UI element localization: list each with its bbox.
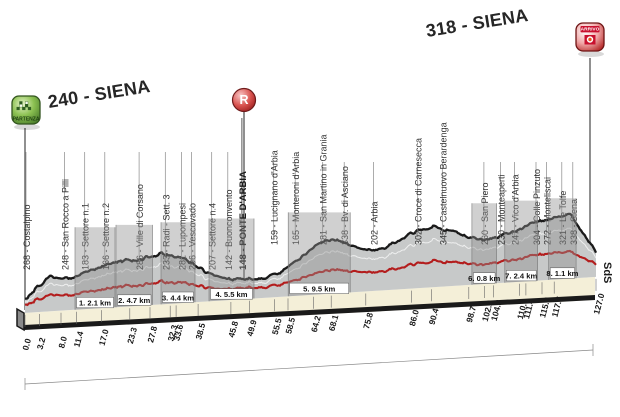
svg-text:159 - Lucignano d'Arbia: 159 - Lucignano d'Arbia [270,150,280,245]
svg-text:5. 9.5 km: 5. 9.5 km [303,284,335,293]
svg-text:202 - Arbia: 202 - Arbia [370,201,380,245]
svg-text:302 - Croce di Carnesecca: 302 - Croce di Carnesecca [414,138,424,245]
svg-text:345 - Castelnuovo Berardenga: 345 - Castelnuovo Berardenga [438,122,448,245]
svg-text:8. 1.1 km: 8. 1.1 km [546,269,578,278]
svg-text:7. 2.4 km: 7. 2.4 km [505,272,537,281]
svg-text:SdS: SdS [601,262,613,283]
svg-text:1. 2.1 km: 1. 2.1 km [79,299,111,308]
svg-text:6. 0.8 km: 6. 0.8 km [468,274,500,283]
svg-text:PARTENZA: PARTENZA [13,117,40,123]
svg-text:R: R [239,93,248,107]
svg-text:4. 5.5 km: 4. 5.5 km [215,290,247,299]
svg-text:ARRIVO: ARRIVO [581,27,600,33]
svg-text:3. 4.4 km: 3. 4.4 km [162,293,194,302]
svg-text:268 - Costalpino: 268 - Costalpino [22,204,32,270]
svg-text:2. 4.7 km: 2. 4.7 km [118,296,150,305]
svg-text:248 - San Rocco a Pilli: 248 - San Rocco a Pilli [61,179,71,270]
